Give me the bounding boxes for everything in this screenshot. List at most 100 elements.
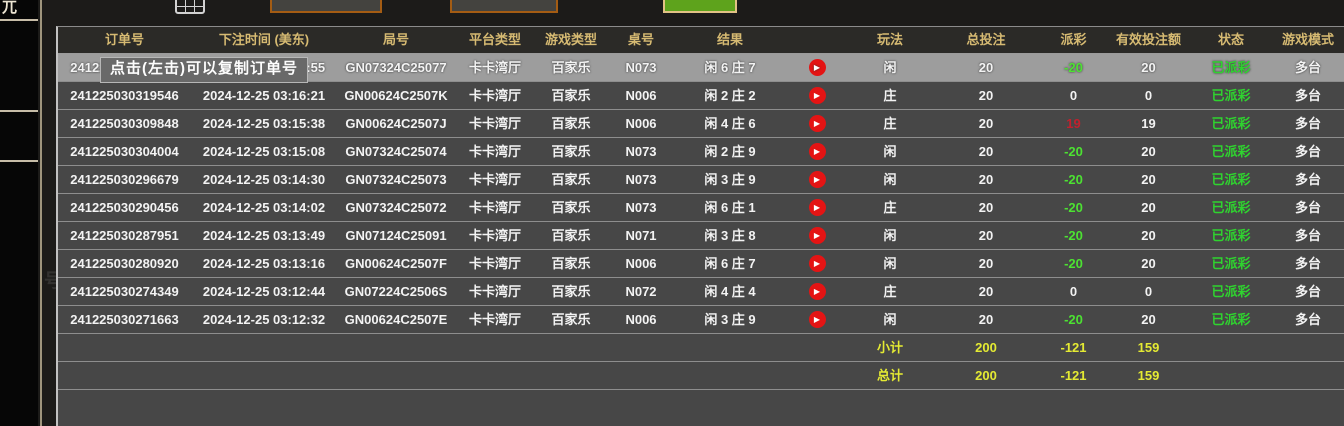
cell-time: 2024-12-25 03:15:38 (202, 116, 326, 131)
cell-mode: 多台 (1294, 312, 1321, 327)
cell-order[interactable]: 241225030271663 (70, 312, 179, 327)
cell-mode: 多台 (1294, 200, 1321, 215)
replay-play-icon[interactable]: ▶ (808, 115, 826, 132)
table-row[interactable]: 241225030271663 2024-12-25 03:12:32 GN0062… (58, 306, 1344, 334)
cell-play: 闲 (883, 312, 897, 327)
summary-cell-order (58, 334, 191, 361)
replay-play-icon[interactable]: ▶ (808, 255, 826, 272)
summary-cell-status (1191, 334, 1271, 361)
cell-table: N073 (625, 200, 657, 215)
table-row[interactable]: 241225030319546 2024-12-25 03:16:21 GN0062… (58, 82, 1344, 110)
cell-order[interactable]: 241225030319546 (70, 88, 179, 103)
cell-round: GN00624C2507F (345, 256, 447, 271)
cell-game: 百家乐 (551, 200, 591, 215)
column-header-valid: 有效投注额 (1115, 32, 1181, 47)
column-header-result: 结果 (716, 32, 743, 47)
summary-cell-time (191, 362, 337, 389)
cell-status: 已派彩 (1211, 60, 1251, 75)
toolbar (42, 0, 1344, 24)
cell-round: GN07324C25073 (345, 172, 447, 187)
replay-play-icon[interactable]: ▶ (808, 311, 826, 328)
cell-replay: ▶ (785, 250, 849, 277)
cell-valid: 20 (1141, 144, 1156, 159)
cell-round: GN00624C2507E (344, 312, 448, 327)
table-row[interactable]: 241225030296679 2024-12-25 03:14:30 GN0732… (58, 166, 1344, 194)
cell-status: 已派彩 (1211, 312, 1251, 327)
sidebar-divider (0, 160, 38, 162)
bet-records-table: 订单号 下注时间 (美东) 局号 平台类型 游戏类型 桌号 结果 玩法 总投注 派彩 有效投注额 状态… (56, 26, 1344, 426)
cell-result: 闲 3 庄 9 (704, 172, 756, 187)
cell-order[interactable]: 241225030296679 (70, 172, 179, 187)
cell-payout: -20 (1064, 144, 1083, 159)
cell-valid: 20 (1141, 60, 1156, 75)
cell-mode: 多台 (1294, 172, 1321, 187)
replay-play-icon[interactable]: ▶ (808, 199, 826, 216)
date-range-start-button[interactable] (270, 0, 382, 13)
cell-play: 庄 (883, 200, 897, 215)
cell-result: 闲 4 庄 6 (704, 116, 756, 131)
summary-cell-game (535, 362, 607, 389)
cell-order[interactable]: 241225030280920 (70, 256, 179, 271)
summary-cell-game (535, 334, 607, 361)
replay-play-icon[interactable]: ▶ (808, 283, 826, 300)
cell-order[interactable]: 241225030304004 (70, 144, 179, 159)
replay-play-icon[interactable]: ▶ (808, 171, 826, 188)
table-row[interactable]: 241225030309848 2024-12-25 03:15:38 GN0062… (58, 110, 1344, 138)
table-row[interactable]: 241225030280920 2024-12-25 03:13:16 GN0062… (58, 250, 1344, 278)
table-row[interactable]: 241225030287951 2024-12-25 03:13:49 GN0712… (58, 222, 1344, 250)
cell-mode: 多台 (1294, 256, 1321, 271)
date-range-end-button[interactable] (450, 0, 558, 13)
replay-play-icon[interactable]: ▶ (808, 227, 826, 244)
cell-replay: ▶ (785, 194, 849, 221)
replay-play-icon[interactable]: ▶ (808, 87, 826, 104)
table-row[interactable]: 241225030304004 2024-12-25 03:15:08 GN0732… (58, 138, 1344, 166)
cell-game: 百家乐 (551, 256, 591, 271)
cell-payout: -20 (1064, 200, 1083, 215)
cell-time: 2024-12-25 03:13:16 (202, 256, 326, 271)
sidebar-partial-text: 兀 (2, 0, 18, 16)
cell-time: 2024-12-25 03:12:44 (202, 284, 326, 299)
cell-table: N006 (625, 312, 657, 327)
cell-game: 百家乐 (551, 116, 591, 131)
cell-game: 百家乐 (551, 228, 591, 243)
cell-payout: 0 (1069, 284, 1078, 299)
cell-platform: 卡卡湾厅 (468, 284, 521, 299)
cell-game: 百家乐 (551, 88, 591, 103)
cell-result: 闲 6 庄 1 (704, 200, 756, 215)
cell-order[interactable]: 241225030290456 (70, 200, 179, 215)
summary-cell-replay (785, 362, 849, 389)
cell-round: GN07124C25091 (345, 228, 447, 243)
calendar-icon[interactable] (175, 0, 205, 14)
cell-replay: ▶ (785, 278, 849, 305)
column-header-game: 游戏类型 (544, 32, 597, 47)
cell-platform: 卡卡湾厅 (468, 88, 521, 103)
cell-game: 百家乐 (551, 60, 591, 75)
table-row[interactable]: 241225030274349 2024-12-25 03:12:44 GN0722… (58, 278, 1344, 306)
cell-play: 庄 (883, 88, 897, 103)
cell-mode: 多台 (1294, 284, 1321, 299)
column-header-mode: 游戏模式 (1281, 32, 1334, 47)
summary-cell-replay (785, 334, 849, 361)
cell-order[interactable]: 241225030274349 (70, 284, 179, 299)
cell-time: 2024-12-25 03:15:08 (202, 144, 326, 159)
summary-cell-time (191, 334, 337, 361)
cell-round: GN07324C25077 (345, 60, 447, 75)
column-header-play: 玩法 (876, 32, 903, 47)
cell-order[interactable]: 241225030287951 (70, 228, 179, 243)
cell-order[interactable]: 241225030309848 (70, 116, 179, 131)
query-button[interactable] (663, 0, 737, 13)
cell-valid: 0 (1144, 88, 1153, 103)
cell-valid: 20 (1141, 200, 1156, 215)
table-header-row: 订单号 下注时间 (美东) 局号 平台类型 游戏类型 桌号 结果 玩法 总投注 派彩 有效投注额 状态… (58, 27, 1344, 54)
replay-play-icon[interactable]: ▶ (808, 143, 826, 160)
cell-status: 已派彩 (1211, 284, 1251, 299)
cell-round: GN07224C2506S (344, 284, 448, 299)
cell-result: 闲 3 庄 8 (704, 228, 756, 243)
cell-game: 百家乐 (551, 312, 591, 327)
cell-total: 20 (978, 116, 994, 131)
summary-cell-valid: 159 (1137, 340, 1160, 355)
table-row[interactable]: 241225030290456 2024-12-25 03:14:02 GN0732… (58, 194, 1344, 222)
cell-result: 闲 3 庄 9 (704, 312, 756, 327)
cell-total: 20 (978, 172, 994, 187)
replay-play-icon[interactable]: ▶ (808, 59, 826, 76)
